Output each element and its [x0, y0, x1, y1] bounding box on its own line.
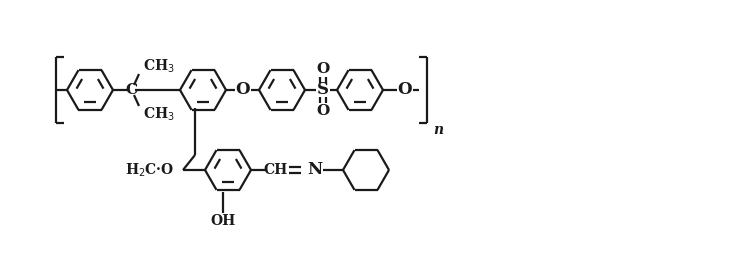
Text: C: C [125, 83, 137, 97]
Text: n: n [433, 123, 443, 137]
Text: CH$_3$: CH$_3$ [143, 105, 175, 123]
Text: CH: CH [263, 163, 287, 177]
Text: OH: OH [210, 214, 236, 228]
Text: H$_2$C·O: H$_2$C·O [125, 161, 175, 179]
Text: O: O [398, 82, 412, 99]
Text: O: O [316, 104, 330, 118]
Text: O: O [236, 82, 250, 99]
Text: CH$_3$: CH$_3$ [143, 57, 175, 75]
Text: N: N [308, 161, 322, 179]
Text: O: O [316, 62, 330, 76]
Text: S: S [317, 82, 329, 99]
